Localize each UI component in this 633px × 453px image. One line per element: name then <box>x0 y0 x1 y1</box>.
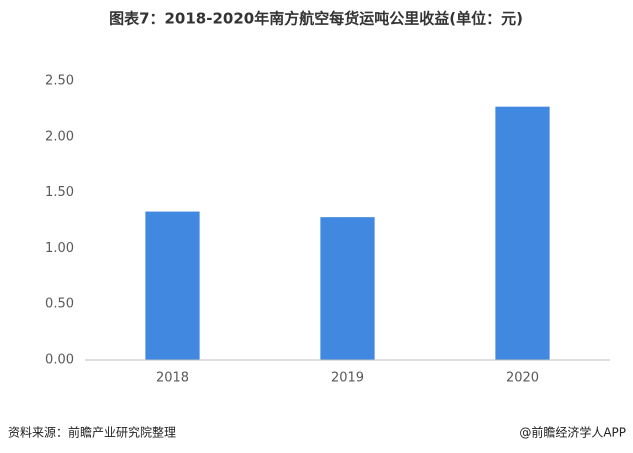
source-note: 资料来源：前瞻产业研究院整理 <box>8 425 176 440</box>
credit: @前瞻经济学人APP <box>519 425 626 440</box>
y-tick-label: 1.00 <box>45 241 74 256</box>
bar <box>145 211 200 360</box>
bar <box>320 217 375 360</box>
y-tick-label: 0.00 <box>45 353 74 368</box>
bar <box>495 106 550 360</box>
x-tick-label: 2020 <box>506 371 539 386</box>
x-tick-label: 2018 <box>156 371 189 386</box>
y-tick-label: 0.50 <box>45 297 74 312</box>
chart-title: 图表7：2018-2020年南方航空每货运吨公里收益(单位：元) <box>109 10 523 28</box>
x-tick-label: 2019 <box>331 371 364 386</box>
y-tick-label: 1.50 <box>45 185 74 200</box>
y-tick-label: 2.50 <box>45 74 74 89</box>
y-tick-label: 2.00 <box>45 129 74 144</box>
